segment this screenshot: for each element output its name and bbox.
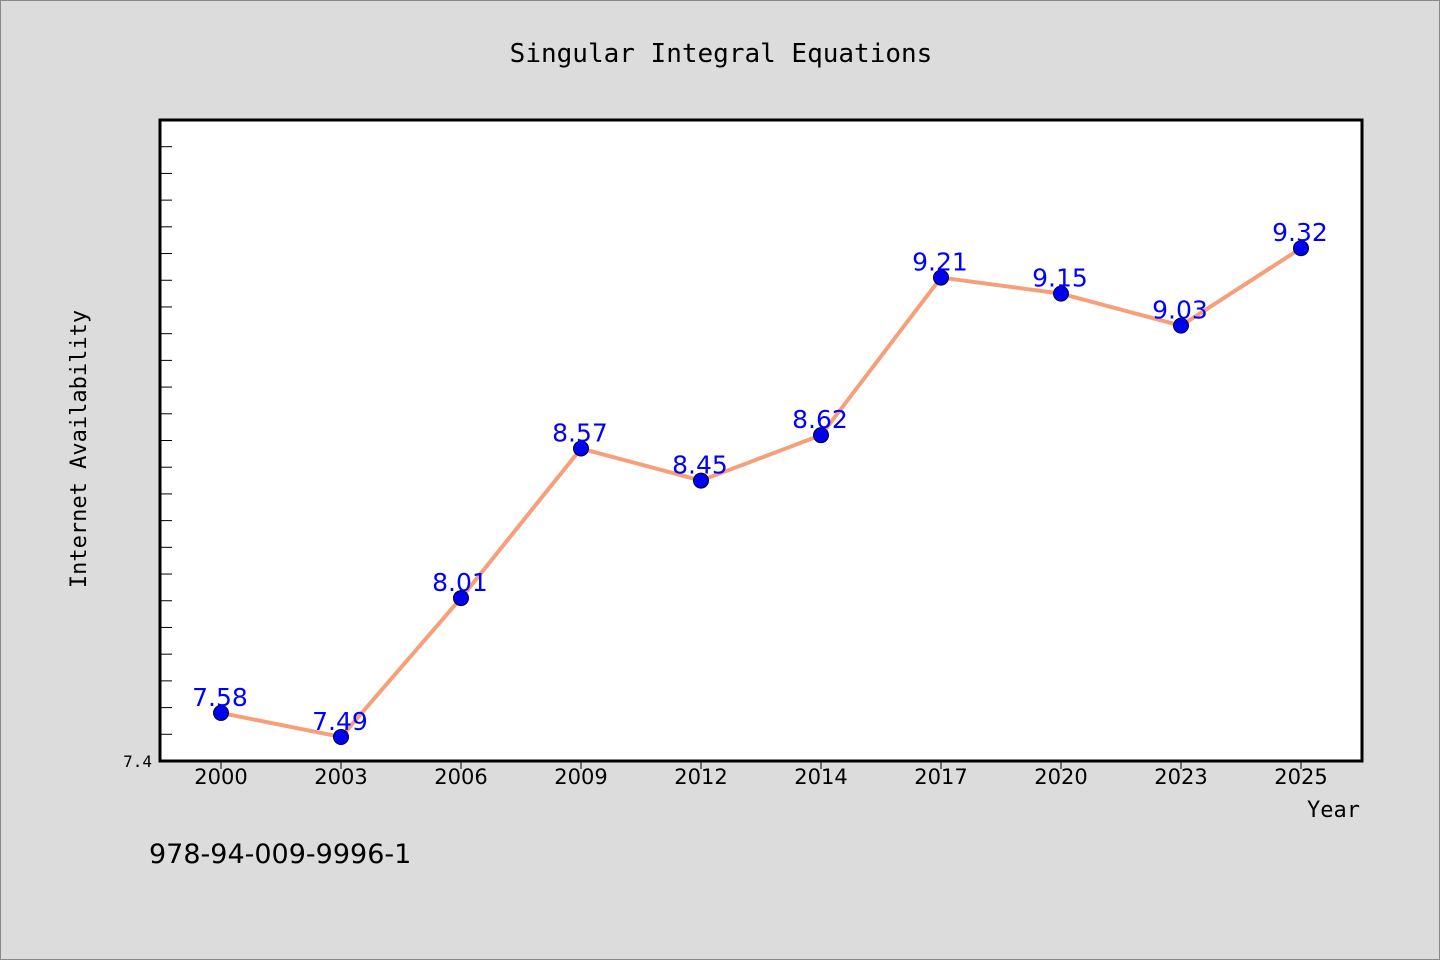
data-point bbox=[333, 728, 349, 745]
x-tick-label: 2025 bbox=[1274, 765, 1327, 789]
data-label: 9.15 bbox=[1032, 264, 1088, 293]
x-tick-label: 2014 bbox=[794, 765, 847, 789]
x-tick-label: 2020 bbox=[1034, 765, 1087, 789]
data-label: 8.57 bbox=[552, 419, 608, 448]
data-label: 8.01 bbox=[432, 568, 488, 597]
data-point bbox=[1293, 240, 1309, 257]
isbn-text: 978-94-009-9996-1 bbox=[149, 839, 411, 870]
series-line bbox=[220, 246, 1303, 739]
x-tick-label: 2023 bbox=[1154, 765, 1207, 789]
plot-area bbox=[158, 118, 1364, 763]
data-label: 9.32 bbox=[1272, 218, 1328, 247]
data-point bbox=[813, 427, 829, 444]
data-label: 8.45 bbox=[672, 451, 728, 480]
x-axis-label: Year bbox=[1307, 798, 1360, 823]
x-tick-label: 2003 bbox=[314, 765, 367, 789]
data-label: 7.49 bbox=[312, 707, 368, 736]
x-tick-label: 2009 bbox=[554, 765, 607, 789]
data-label: 9.21 bbox=[912, 248, 968, 277]
series-markers bbox=[213, 240, 1309, 745]
data-point bbox=[1053, 285, 1069, 302]
x-tick-label: 2000 bbox=[194, 765, 247, 789]
data-point bbox=[453, 590, 469, 607]
data-labels: 7.58 7.49 8.01 8.57 8.45 8.62 9.21 9.15 9.03 9.32 bbox=[192, 218, 1328, 736]
data-point bbox=[1173, 317, 1189, 334]
x-axis-ticks: 2000 2003 2006 2009 2012 2014 2017 2020 2023 2025 bbox=[194, 761, 1328, 789]
data-point bbox=[213, 704, 229, 721]
data-point bbox=[693, 472, 709, 489]
y-axis-label: Internet Availability bbox=[67, 310, 92, 588]
x-tick-label: 2012 bbox=[674, 765, 727, 789]
data-label: 8.62 bbox=[792, 405, 848, 434]
data-point bbox=[933, 269, 949, 286]
y-tick-label: 7.4 bbox=[123, 752, 152, 771]
x-tick-label: 2017 bbox=[914, 765, 967, 789]
x-tick-label: 2006 bbox=[434, 765, 487, 789]
data-label: 7.58 bbox=[192, 683, 248, 712]
y-axis-ticks: 7.4 bbox=[123, 146, 172, 771]
data-point bbox=[573, 440, 589, 457]
chart-title: Singular Integral Equations bbox=[510, 39, 933, 69]
data-label: 9.03 bbox=[1152, 296, 1208, 325]
